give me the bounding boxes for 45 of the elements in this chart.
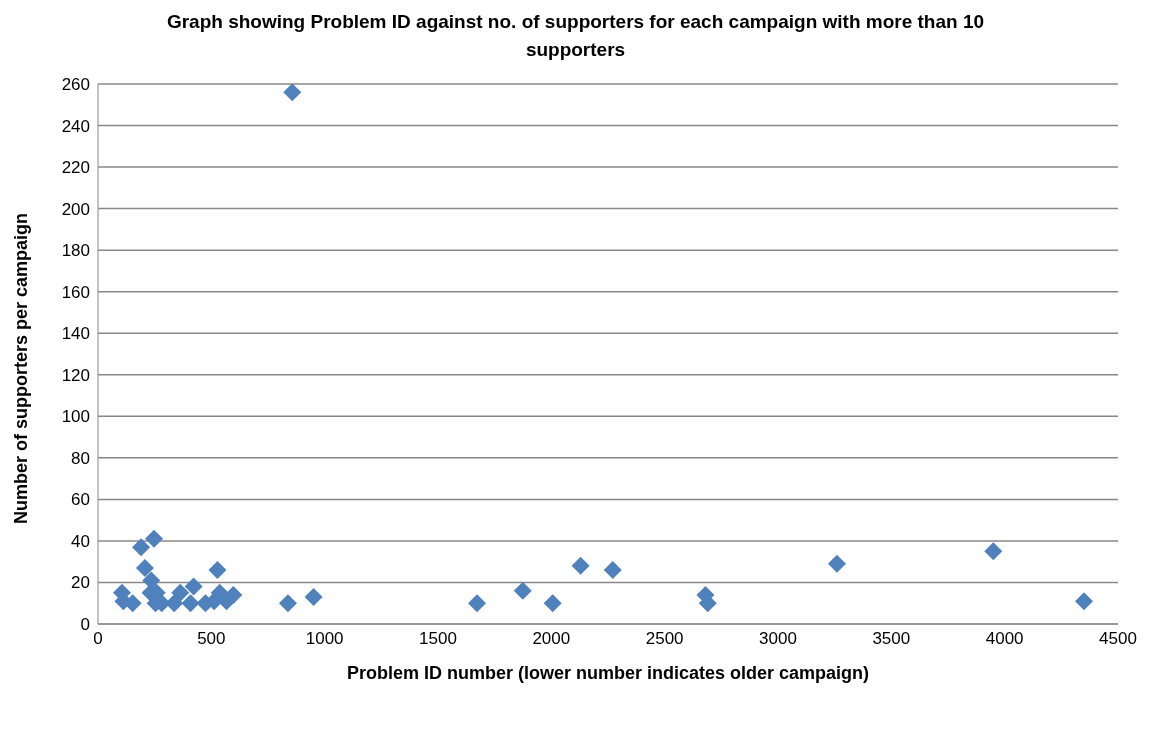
point — [513, 581, 532, 600]
x-tick-label: 500 — [197, 629, 226, 649]
y-tick-label: 260 — [61, 75, 90, 95]
x-tick-label: 4500 — [1099, 629, 1137, 649]
point — [181, 594, 200, 613]
point — [571, 556, 590, 575]
point — [283, 84, 302, 102]
y-tick-label: 100 — [61, 407, 90, 427]
x-tick-label: 0 — [93, 629, 103, 649]
x-tick-label: 1500 — [419, 629, 457, 649]
x-tick-label: 2000 — [532, 629, 571, 649]
y-tick-label: 120 — [61, 365, 90, 385]
point — [543, 594, 562, 613]
point — [144, 529, 163, 548]
y-tick-label: 200 — [61, 199, 90, 219]
y-tick-label: 80 — [71, 448, 90, 468]
y-tick-label: 0 — [80, 615, 90, 635]
x-tick-label: 4000 — [985, 629, 1024, 649]
point — [984, 542, 1003, 561]
point — [135, 558, 154, 577]
x-tick-label: 3000 — [759, 629, 797, 649]
y-tick-label: 180 — [61, 241, 90, 261]
point — [827, 554, 846, 573]
point — [132, 538, 151, 557]
y-tick-label: 220 — [61, 158, 90, 178]
point — [208, 561, 227, 579]
point — [1075, 592, 1093, 611]
point — [278, 594, 297, 613]
point — [467, 594, 486, 613]
y-tick-label: 140 — [61, 324, 90, 344]
y-tick-label: 240 — [61, 116, 90, 136]
point — [304, 588, 323, 606]
y-tick-label: 20 — [71, 573, 90, 593]
x-axis-title: Problem ID number (lower number indicates older campaign) — [346, 663, 870, 683]
y-tick-label: 60 — [71, 490, 90, 510]
x-tick-label: 1000 — [305, 629, 344, 649]
point — [171, 583, 190, 602]
x-tick-label: 2500 — [645, 629, 684, 649]
point — [184, 577, 203, 596]
y-axis-title: Number of supporters per campaign — [11, 212, 32, 524]
point — [603, 561, 622, 579]
y-tick-label: 40 — [71, 531, 90, 551]
x-tick-label: 3500 — [872, 629, 911, 649]
chart-title: Graph showing Problem ID against no. of supporters for each campaign with more than 10 supporters — [165, 10, 986, 62]
y-tick-label: 160 — [61, 282, 90, 302]
